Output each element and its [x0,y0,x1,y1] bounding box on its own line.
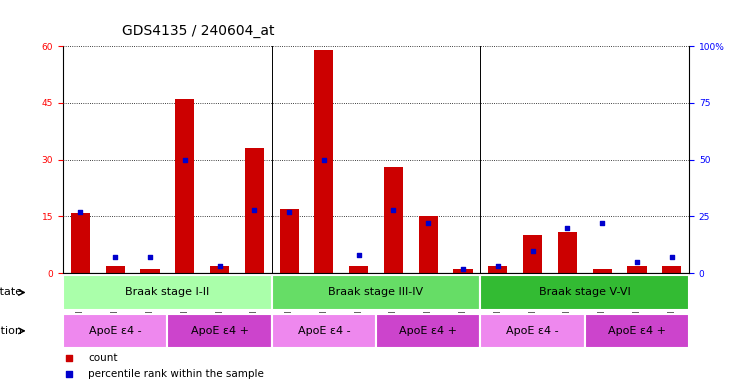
Point [422,220,434,226]
Bar [175,99,194,273]
Text: ApoE ε4 -: ApoE ε4 - [298,326,350,336]
Point [492,263,504,270]
Bar [662,266,681,273]
Point [144,254,156,260]
Text: GDS4135 / 240604_at: GDS4135 / 240604_at [122,25,275,38]
Bar [63,314,167,348]
Bar [106,266,124,273]
Point [527,247,539,253]
Point [248,207,260,213]
Text: Braak stage V-VI: Braak stage V-VI [539,288,631,298]
Bar [480,314,585,348]
Point [457,266,469,272]
Text: ApoE ε4 -: ApoE ε4 - [506,326,559,336]
Bar [628,266,646,273]
Bar [523,235,542,273]
Bar [167,314,272,348]
Text: ApoE ε4 +: ApoE ε4 + [399,326,457,336]
Point [631,259,643,265]
Bar [585,314,689,348]
Text: ApoE ε4 +: ApoE ε4 + [608,326,666,336]
Point [562,225,574,231]
Text: ApoE ε4 +: ApoE ε4 + [190,326,248,336]
Bar [453,270,473,273]
Text: genotype/variation: genotype/variation [0,326,22,336]
Text: ApoE ε4 -: ApoE ε4 - [89,326,142,336]
Text: Braak stage I-II: Braak stage I-II [125,288,210,298]
Point [597,220,608,226]
Point [63,371,75,377]
Bar [558,232,577,273]
Bar [480,275,689,310]
Point [179,157,190,163]
Bar [210,266,229,273]
Point [318,157,330,163]
Point [109,254,121,260]
Point [388,207,399,213]
Bar [376,314,480,348]
Bar [419,217,438,273]
Bar [279,209,299,273]
Bar [593,270,612,273]
Bar [71,213,90,273]
Point [74,209,86,215]
Text: count: count [88,353,118,362]
Bar [349,266,368,273]
Bar [488,266,508,273]
Point [283,209,295,215]
Point [353,252,365,258]
Bar [272,275,480,310]
Bar [314,50,333,273]
Bar [384,167,403,273]
Text: percentile rank within the sample: percentile rank within the sample [88,369,264,379]
Bar [140,270,159,273]
Bar [245,148,264,273]
Text: disease state: disease state [0,288,22,298]
Text: Braak stage III-IV: Braak stage III-IV [328,288,424,298]
Point [63,354,75,361]
Bar [272,314,376,348]
Point [213,263,225,270]
Point [666,254,678,260]
Bar [63,275,272,310]
